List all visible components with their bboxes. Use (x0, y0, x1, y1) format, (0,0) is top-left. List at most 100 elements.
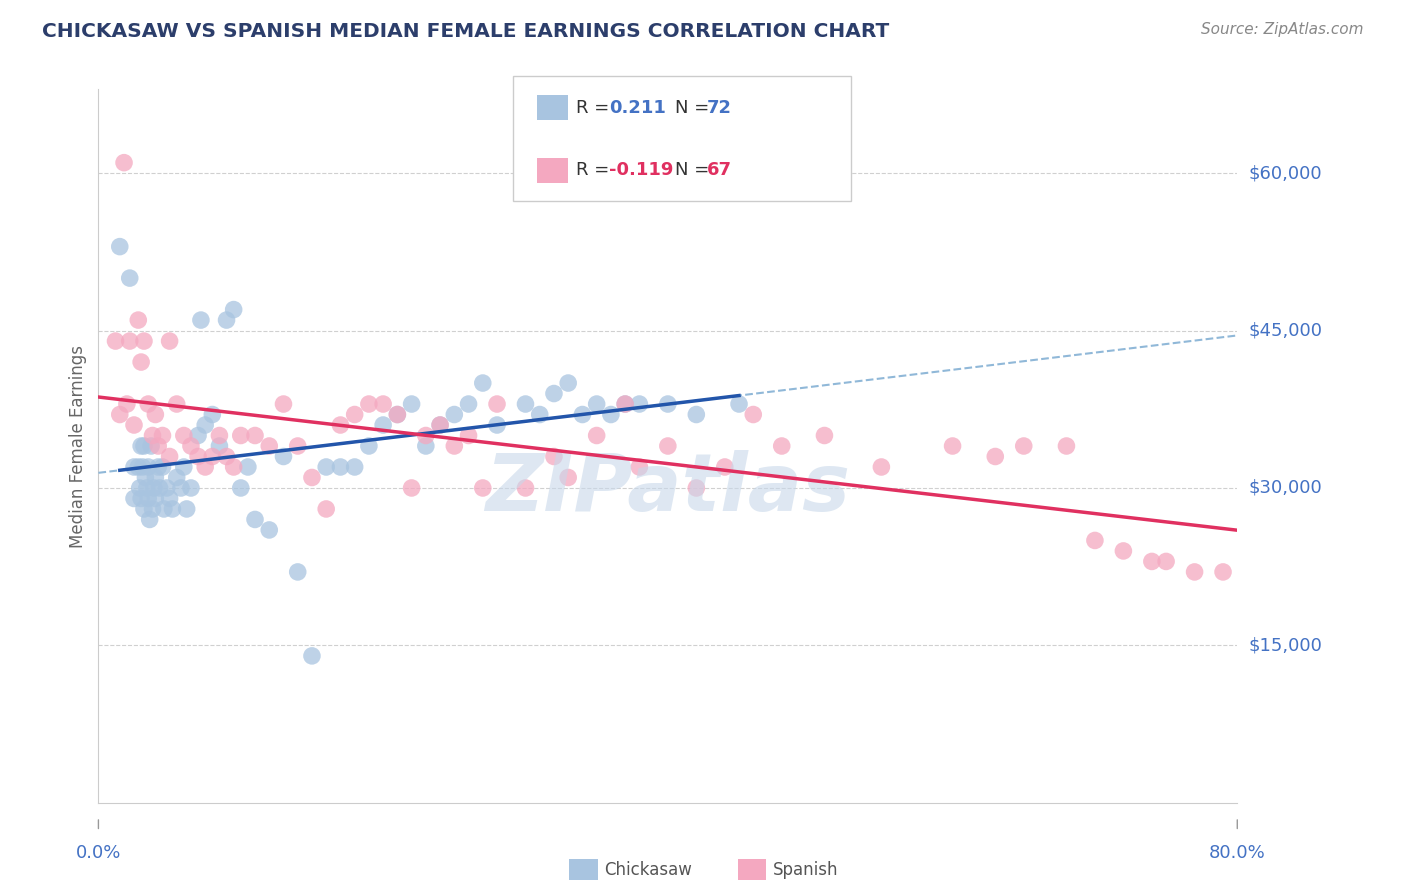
Point (156, 481, 179, 495)
Point (1184, 565, 1206, 579)
Point (136, 491, 159, 506)
Text: $60,000: $60,000 (1249, 164, 1322, 182)
Point (714, 460, 737, 475)
Point (229, 481, 252, 495)
Point (329, 417, 352, 432)
Point (122, 460, 145, 475)
Point (104, 334, 127, 348)
Point (387, 408, 409, 422)
Point (443, 439, 465, 453)
Text: CHICKASAW VS SPANISH MEDIAN FEMALE EARNINGS CORRELATION CHART: CHICKASAW VS SPANISH MEDIAN FEMALE EARNI… (42, 22, 890, 41)
Point (201, 450, 224, 464)
Point (132, 334, 155, 348)
Point (132, 439, 155, 453)
Point (628, 397, 651, 411)
Text: ZIPatlas: ZIPatlas (485, 450, 851, 528)
Point (984, 450, 1007, 464)
Point (1154, 554, 1177, 568)
Text: Spanish: Spanish (773, 861, 839, 879)
Point (486, 417, 509, 432)
Point (301, 648, 323, 663)
Point (215, 450, 238, 464)
Point (471, 376, 494, 390)
Point (131, 460, 153, 475)
Point (401, 397, 423, 411)
Point (770, 439, 793, 453)
Point (138, 512, 160, 526)
Point (942, 439, 965, 453)
Point (415, 428, 437, 442)
Text: $15,000: $15,000 (1249, 636, 1322, 655)
Point (132, 502, 155, 516)
Point (170, 481, 193, 495)
Point (136, 460, 159, 475)
Point (108, 239, 131, 253)
Point (259, 439, 281, 453)
Point (457, 397, 479, 411)
Point (429, 417, 451, 432)
Point (145, 470, 167, 484)
Point (614, 397, 637, 411)
Point (159, 450, 181, 464)
Point (315, 460, 337, 475)
Point (159, 334, 181, 348)
Point (112, 155, 135, 169)
Point (357, 439, 380, 453)
Point (139, 439, 162, 453)
Text: $45,000: $45,000 (1249, 321, 1323, 340)
Point (742, 408, 765, 422)
Point (173, 428, 195, 442)
Point (142, 481, 165, 495)
Point (148, 439, 170, 453)
Point (1084, 533, 1107, 548)
Text: R =: R = (576, 99, 616, 117)
Point (118, 271, 141, 285)
Point (176, 502, 198, 516)
Point (401, 481, 423, 495)
Point (614, 397, 637, 411)
Point (685, 481, 707, 495)
Point (166, 470, 188, 484)
Point (557, 470, 579, 484)
Point (135, 481, 157, 495)
Point (187, 428, 209, 442)
Text: N =: N = (675, 99, 714, 117)
Point (190, 313, 212, 327)
Point (108, 408, 131, 422)
Point (429, 417, 451, 432)
Point (187, 450, 209, 464)
Point (236, 460, 259, 475)
Point (443, 408, 465, 422)
Point (118, 334, 141, 348)
Point (813, 428, 835, 442)
Text: Chickasaw: Chickasaw (605, 861, 693, 879)
Point (201, 408, 224, 422)
Point (153, 502, 176, 516)
Point (152, 460, 174, 475)
Point (129, 355, 152, 369)
Point (486, 397, 509, 411)
Point (127, 460, 149, 475)
Point (243, 512, 266, 526)
Point (1112, 544, 1135, 558)
Point (870, 460, 893, 475)
Point (134, 470, 156, 484)
Point (243, 428, 266, 442)
Point (145, 408, 167, 422)
Point (515, 481, 537, 495)
Point (557, 376, 579, 390)
Point (471, 481, 494, 495)
Point (122, 491, 145, 506)
Point (173, 460, 195, 475)
Point (127, 313, 149, 327)
Point (273, 450, 295, 464)
Point (180, 481, 202, 495)
Point (585, 397, 607, 411)
Point (273, 397, 295, 411)
Point (515, 397, 537, 411)
Text: 72: 72 (707, 99, 733, 117)
Point (222, 302, 245, 317)
Point (543, 450, 565, 464)
Point (315, 502, 337, 516)
Point (387, 408, 409, 422)
